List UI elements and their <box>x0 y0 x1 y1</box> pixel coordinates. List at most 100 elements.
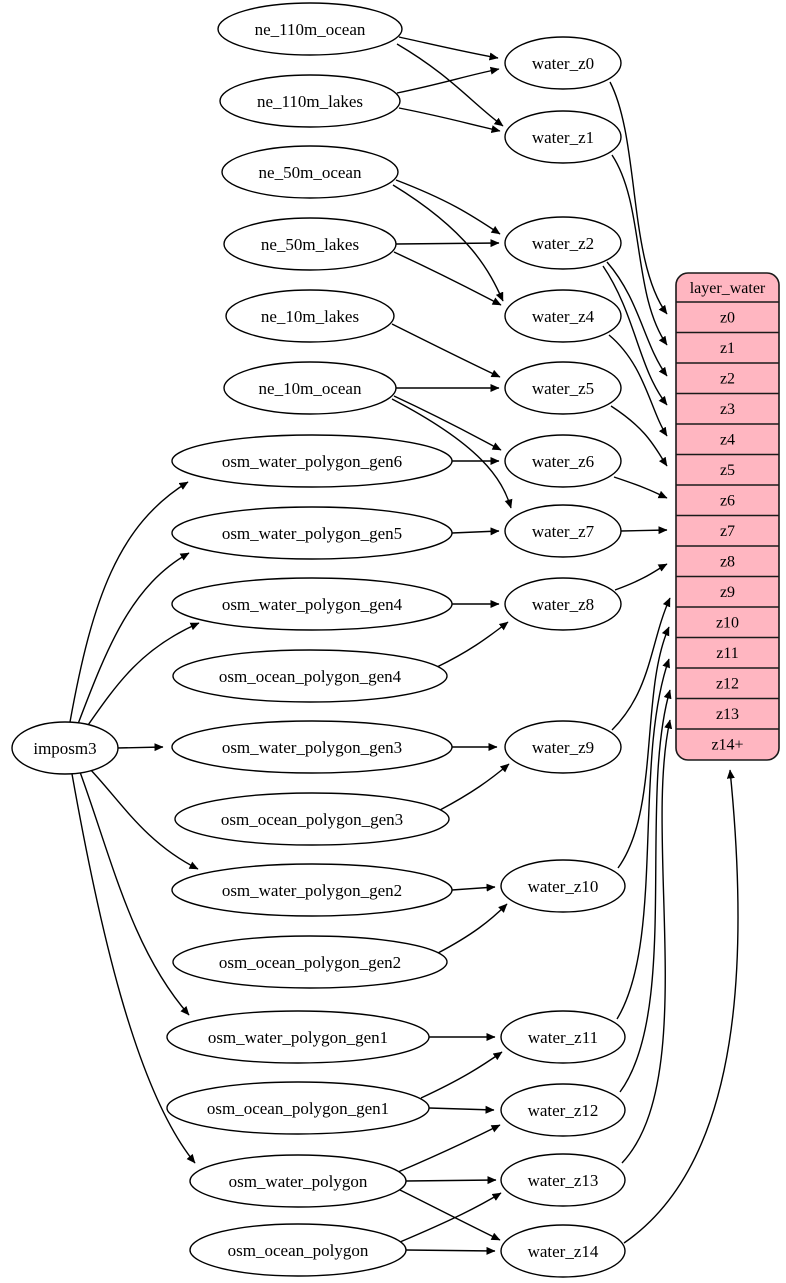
svg-text:osm_ocean_polygon_gen4: osm_ocean_polygon_gen4 <box>219 667 402 686</box>
edge-group-sources <box>391 36 513 1255</box>
node-ne_10m_ocean: ne_10m_ocean <box>223 361 397 415</box>
table-row-z2: z2 <box>720 371 735 388</box>
node-osm_ocean_polygon: osm_ocean_polygon <box>189 1223 407 1277</box>
edge-water_z2-z2 <box>606 261 668 377</box>
edge-ne_50m_ocean-water_z4 <box>392 184 504 302</box>
node-imposm3: imposm3 <box>11 721 119 775</box>
edge-osm_water_polygon-water_z12 <box>397 1124 501 1173</box>
edge-imposm3-osm_water_polygon_gen6 <box>69 481 189 723</box>
svg-text:water_z8: water_z8 <box>532 595 594 614</box>
edge-osm_ocean_polygon-water_z13 <box>399 1192 502 1243</box>
svg-text:water_z0: water_z0 <box>532 54 594 73</box>
edge-imposm3-osm_water_polygon_gen4 <box>85 622 200 729</box>
node-osm_water_polygon_gen4: osm_water_polygon_gen4 <box>171 577 453 631</box>
table-row-z12: z12 <box>716 676 739 693</box>
edge-imposm3-osm_water_polygon_gen1 <box>79 771 190 1016</box>
svg-text:ne_50m_lakes: ne_50m_lakes <box>261 235 359 254</box>
table-row-z7: z7 <box>720 523 735 540</box>
edge-ne_10m_ocean-water_z6 <box>393 395 502 451</box>
table-row-z14plus: z14+ <box>711 737 743 754</box>
svg-text:ne_50m_ocean: ne_50m_ocean <box>259 163 362 182</box>
node-water_z5: water_z5 <box>504 361 622 415</box>
node-water_z11: water_z11 <box>500 1010 626 1064</box>
svg-text:water_z6: water_z6 <box>532 452 594 471</box>
svg-text:water_z2: water_z2 <box>532 234 594 253</box>
edge-water_z4-z4 <box>608 334 668 437</box>
table-title: layer_water <box>690 280 766 297</box>
node-water_z4: water_z4 <box>504 289 622 343</box>
edge-ne_110m_ocean-water_z0 <box>398 36 499 61</box>
edge-water_z8-z8 <box>614 563 668 591</box>
node-osm_water_polygon_gen1: osm_water_polygon_gen1 <box>166 1010 430 1064</box>
table-row-z13: z13 <box>716 706 739 723</box>
edge-imposm3-osm_water_polygon_gen5 <box>77 552 190 725</box>
edge-osm_water_polygon-water_z13 <box>405 1176 497 1185</box>
edge-ne_110m_lakes-water_z1 <box>398 107 501 134</box>
node-water_z6: water_z6 <box>504 434 622 488</box>
edge-water_z9-z9 <box>611 597 671 731</box>
table-row-z10: z10 <box>716 615 739 632</box>
edge-water_z10-z10 <box>617 626 670 869</box>
edge-water_z14-z14plus <box>623 769 739 1244</box>
edge-ne_50m_lakes-water_z4 <box>393 251 502 306</box>
edge-water_z13-z13 <box>621 719 673 1164</box>
table-row-z1: z1 <box>720 340 735 357</box>
edge-osm_ocean_polygon_gen3-water_z9 <box>439 763 510 811</box>
table-row-z3: z3 <box>720 401 735 418</box>
edge-water_z5-z5 <box>610 405 668 467</box>
edge-water_z6-z6 <box>613 476 668 499</box>
edge-osm_water_polygon-water_z14 <box>399 1189 501 1241</box>
edge-imposm3-osm_water_polygon_gen2 <box>87 766 199 870</box>
node-water_z2: water_z2 <box>504 216 622 270</box>
edge-imposm3-osm_water_polygon_gen3 <box>116 743 164 752</box>
svg-text:osm_water_polygon_gen4: osm_water_polygon_gen4 <box>222 595 403 614</box>
node-water_z7: water_z7 <box>504 504 622 558</box>
svg-text:osm_water_polygon_gen1: osm_water_polygon_gen1 <box>208 1028 388 1047</box>
edge-group-importer <box>69 481 200 1164</box>
edge-osm_water_polygon_gen5-water_z7 <box>451 527 500 536</box>
node-osm_water_polygon_gen5: osm_water_polygon_gen5 <box>171 506 453 560</box>
svg-text:water_z9: water_z9 <box>532 738 594 757</box>
table-row-separators <box>676 301 779 730</box>
svg-text:water_z4: water_z4 <box>532 307 595 326</box>
edge-osm_ocean_polygon_gen1-water_z12 <box>428 1105 495 1114</box>
edge-ne_10m_lakes-water_z5 <box>391 323 501 378</box>
node-osm_ocean_polygon_gen2: osm_ocean_polygon_gen2 <box>172 935 448 989</box>
table-row-z9: z9 <box>720 584 735 601</box>
edge-ne_50m_ocean-water_z2 <box>395 179 501 235</box>
svg-text:osm_water_polygon_gen6: osm_water_polygon_gen6 <box>222 452 402 471</box>
node-osm_water_polygon_gen6: osm_water_polygon_gen6 <box>171 434 453 488</box>
edge-water_z2-z3 <box>602 265 668 406</box>
node-water_z12: water_z12 <box>500 1083 626 1137</box>
table-row-z4: z4 <box>720 432 735 449</box>
table-row-z6: z6 <box>720 493 735 510</box>
table-row-z5: z5 <box>720 462 735 479</box>
svg-text:osm_water_polygon: osm_water_polygon <box>229 1172 368 1191</box>
svg-text:water_z1: water_z1 <box>532 128 594 147</box>
edge-water_z12-z12 <box>619 689 672 1093</box>
edge-water_z1-z1 <box>611 154 668 346</box>
svg-text:water_z10: water_z10 <box>528 877 599 896</box>
edge-osm_ocean_polygon_gen2-water_z10 <box>437 903 508 954</box>
svg-text:osm_water_polygon_gen2: osm_water_polygon_gen2 <box>222 881 402 900</box>
svg-text:osm_ocean_polygon_gen2: osm_ocean_polygon_gen2 <box>219 953 401 972</box>
edge-ne_10m_ocean-water_z7 <box>391 398 513 509</box>
node-water_z14: water_z14 <box>500 1224 626 1278</box>
edge-osm_ocean_polygon-water_z14 <box>405 1246 496 1255</box>
svg-text:water_z12: water_z12 <box>528 1101 599 1120</box>
node-osm_ocean_polygon_gen4: osm_ocean_polygon_gen4 <box>172 649 448 703</box>
svg-text:water_z14: water_z14 <box>528 1242 599 1261</box>
node-osm_water_polygon: osm_water_polygon <box>189 1154 407 1208</box>
svg-text:ne_110m_lakes: ne_110m_lakes <box>257 92 363 111</box>
node-ne_50m_ocean: ne_50m_ocean <box>221 145 399 199</box>
svg-text:ne_10m_ocean: ne_10m_ocean <box>259 379 362 398</box>
node-ne_10m_lakes: ne_10m_lakes <box>225 289 395 343</box>
node-ne_110m_ocean: ne_110m_ocean <box>217 2 403 56</box>
node-osm_water_polygon_gen2: osm_water_polygon_gen2 <box>171 863 453 917</box>
table-row-z8: z8 <box>720 554 735 571</box>
node-ne_50m_lakes: ne_50m_lakes <box>223 217 397 271</box>
layer-water-table: layer_water z0 z1 z2 z3 z4 z5 z6 z7 z8 z… <box>675 272 780 761</box>
edge-water_z7-z7 <box>620 526 668 535</box>
edge-imposm3-osm_water_polygon <box>71 773 196 1164</box>
